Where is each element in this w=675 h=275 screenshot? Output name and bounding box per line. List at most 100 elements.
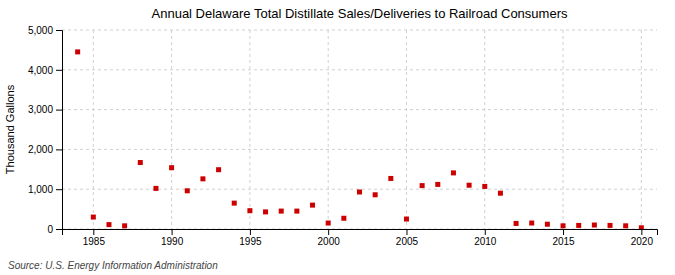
chart: 1985 1990 1995 2000 2005 2010 2015 2020 0 1,000 2,… <box>0 0 675 275</box>
point <box>75 49 80 54</box>
grid-line-y <box>62 109 657 110</box>
point <box>91 215 96 220</box>
x-tick-label: 1985 <box>83 236 106 247</box>
title: Annual Delaware Total Distillate Sales/D… <box>152 6 568 21</box>
grid-line-x <box>406 30 407 229</box>
x-tick-mark <box>641 229 642 235</box>
x-tick: 1985 <box>83 229 106 247</box>
x-tick-mark <box>485 229 486 235</box>
x-tick-label: 2015 <box>552 236 575 247</box>
x-axis: 1985 1990 1995 2000 2005 2010 2015 2020 <box>63 229 658 247</box>
point <box>451 170 456 175</box>
point <box>310 203 315 208</box>
y-tick: 1,000 <box>28 184 62 195</box>
point <box>106 222 111 227</box>
grid-line-x <box>249 30 250 229</box>
y-tick-mark <box>56 30 62 31</box>
grid-line-x <box>484 30 485 229</box>
point <box>608 223 613 228</box>
y-axis-line <box>56 31 63 230</box>
y-tick-mark <box>56 189 62 190</box>
point <box>576 223 581 228</box>
x-tick: 1995 <box>239 229 262 247</box>
x-tick-label: 2005 <box>396 236 419 247</box>
point <box>232 201 237 206</box>
point <box>498 191 503 196</box>
x-tick-label: 2000 <box>318 236 341 247</box>
y-tick-label: 3,000 <box>28 104 53 115</box>
y-tick: 2,000 <box>28 144 62 155</box>
y-tick: 5,000 <box>28 25 62 36</box>
x-tick-mark <box>250 229 251 235</box>
x-tick: 2020 <box>631 229 654 247</box>
points <box>75 49 644 229</box>
y-tick-label: 1,000 <box>28 184 53 195</box>
y-tick-mark <box>56 149 62 150</box>
point <box>341 216 346 221</box>
x-tick-mark <box>328 229 329 235</box>
point <box>592 223 597 228</box>
point <box>388 176 393 181</box>
plot: 1985 1990 1995 2000 2005 2010 2015 2020 0 1,000 2,… <box>28 25 658 247</box>
y-tick: 4,000 <box>28 65 62 76</box>
x-tick-mark <box>406 229 407 235</box>
grid <box>62 30 657 229</box>
x-tick: 2000 <box>318 229 341 247</box>
point <box>404 217 409 222</box>
point <box>153 186 158 191</box>
y-tick-label: 4,000 <box>28 65 53 76</box>
x-tick-label: 1990 <box>161 236 184 247</box>
point <box>639 225 644 229</box>
point <box>435 182 440 187</box>
x-tick-mark <box>563 229 564 235</box>
grid-line-y <box>62 30 657 31</box>
point <box>169 165 174 170</box>
y-tick: 0 <box>47 224 62 235</box>
point <box>357 189 362 194</box>
grid-line-x <box>563 30 564 229</box>
y-tick-mark <box>56 110 62 111</box>
x-tick-mark <box>172 229 173 235</box>
grid-line-x <box>328 30 329 229</box>
x-tick-mark <box>93 229 94 235</box>
x-tick: 2015 <box>552 229 575 247</box>
point <box>420 183 425 188</box>
point <box>373 192 378 197</box>
grid-line-x <box>641 30 642 229</box>
point <box>247 208 252 213</box>
x-tick: 2010 <box>474 229 497 247</box>
x-tick-label: 1995 <box>239 236 262 247</box>
point <box>263 209 268 214</box>
point <box>279 209 284 214</box>
point <box>185 188 190 193</box>
x-tick-label: 2020 <box>631 236 654 247</box>
grid-line-x <box>93 30 94 229</box>
grid-line-y <box>62 149 657 150</box>
y-axis: 0 1,000 2,000 3,000 4,000 5,000 <box>28 25 63 235</box>
x-tick: 1990 <box>161 229 184 247</box>
point <box>200 176 205 181</box>
x-tick-label: 2010 <box>474 236 497 247</box>
x-axis-line <box>63 230 658 236</box>
point <box>482 184 487 189</box>
point <box>514 221 519 226</box>
y-tick-mark <box>56 229 62 230</box>
y-axis-title: Thousand Gallons <box>4 84 16 174</box>
grid-line-y <box>62 69 657 70</box>
point <box>561 223 566 228</box>
source-note: Source: U.S. Energy Information Administ… <box>8 260 218 271</box>
point <box>529 221 534 226</box>
y-tick-mark <box>56 70 62 71</box>
y-tick-label: 2,000 <box>28 144 53 155</box>
point <box>623 223 628 228</box>
y-tick-label: 5,000 <box>28 25 53 36</box>
point <box>467 183 472 188</box>
y-tick-label: 0 <box>47 224 53 235</box>
point <box>122 223 127 228</box>
x-tick: 2005 <box>396 229 419 247</box>
y-tick: 3,000 <box>28 104 62 115</box>
point <box>294 209 299 214</box>
point <box>216 167 221 172</box>
point <box>326 221 331 226</box>
grid-line-x <box>171 30 172 229</box>
